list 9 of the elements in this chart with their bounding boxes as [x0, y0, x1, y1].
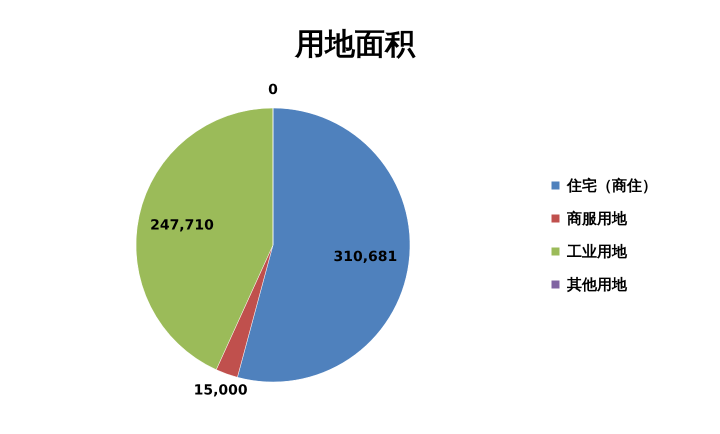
- legend-label: 工业用地: [566, 242, 628, 260]
- text: 0: [268, 82, 278, 98]
- legend-label: 住宅（商住）: [566, 176, 657, 194]
- legend-label: 其他用地: [566, 276, 628, 294]
- data-label: 15,000: [194, 382, 248, 399]
- chart-title: 用地面积: [294, 27, 416, 62]
- data-label: 310,681: [333, 249, 398, 266]
- data-label: 247,710: [150, 217, 214, 234]
- legend-label: 商服用地: [566, 210, 628, 228]
